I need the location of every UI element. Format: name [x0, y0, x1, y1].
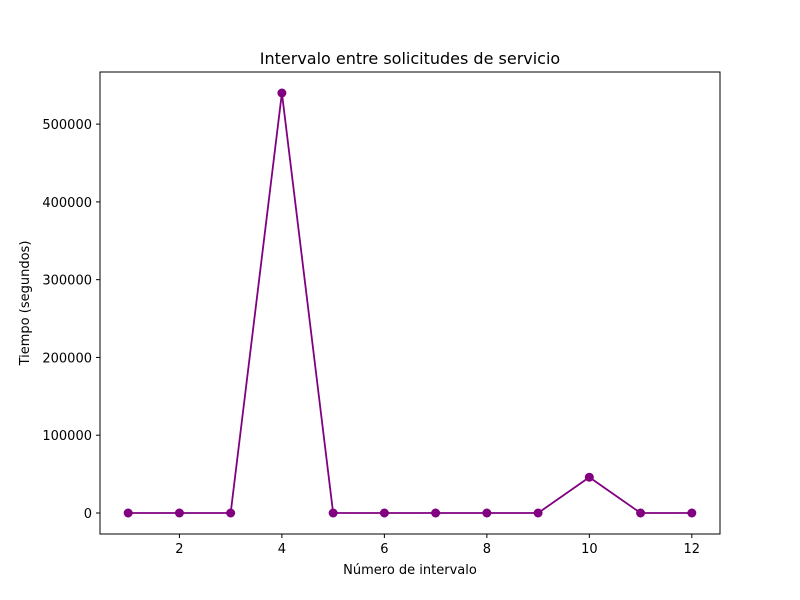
x-tick-label: 4: [278, 542, 286, 557]
y-tick-label: 100000: [42, 429, 92, 444]
data-point: [533, 508, 543, 518]
plot-area-frame: [99, 71, 721, 535]
y-tick-label: 0: [84, 507, 92, 522]
data-series: [123, 88, 697, 518]
y-tick-label: 200000: [42, 351, 92, 366]
x-tick-label: 2: [175, 542, 183, 557]
data-point: [482, 508, 492, 518]
x-tick-label: 12: [684, 542, 701, 557]
data-point: [636, 508, 646, 518]
y-axis-title: Tiempo (segundos): [18, 241, 33, 367]
axis-ticks: 2 4 6 8 10 12 0 100000 200000 300000 400000 500000: [42, 118, 700, 557]
series-line: [128, 92, 692, 514]
y-tick-label: 500000: [42, 118, 92, 133]
data-point: [379, 508, 389, 518]
data-point: [226, 508, 236, 518]
x-axis-title: Número de intervalo: [343, 563, 477, 578]
x-tick-label: 10: [581, 542, 598, 557]
x-tick-label: 6: [380, 542, 388, 557]
data-point: [431, 508, 441, 518]
chart-title: Intervalo entre solicitudes de servicio: [260, 49, 560, 68]
data-point: [328, 508, 338, 518]
data-point: [687, 508, 697, 518]
data-point: [584, 472, 594, 482]
data-point: [277, 88, 287, 98]
data-point: [123, 508, 133, 518]
data-point: [174, 508, 184, 518]
y-tick-label: 400000: [42, 196, 92, 211]
y-tick-label: 300000: [42, 274, 92, 289]
x-tick-label: 8: [483, 542, 491, 557]
